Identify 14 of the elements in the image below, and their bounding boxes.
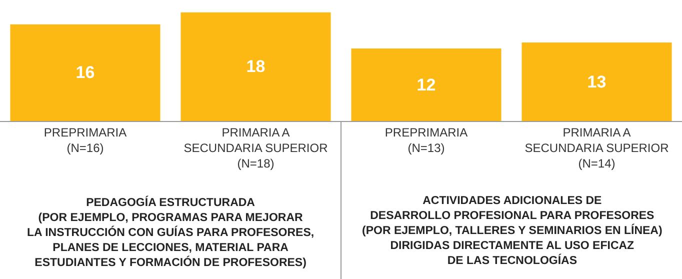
bar xyxy=(10,24,160,121)
data-label: 18 xyxy=(246,57,266,76)
data-label: 12 xyxy=(416,75,436,94)
x-tick-label: PREPRIMARIA (N=16) xyxy=(44,125,127,155)
x-tick-label: PREPRIMARIA (N=13) xyxy=(384,125,468,155)
bar xyxy=(522,42,672,121)
text: PEDAGOGÍA ESTRUCTURADA (POR EJEMPLO, PROGRAMAS PARA MEJORAR LA INSTRUCCIÓN CON GUÍAS PARA PROFESORES, PLANES DE LECCIONES, MATERIAL PARA ESTUDIANTES Y FORMACIÓN DE PROFESORES) xyxy=(27,195,314,269)
x-tick-label: PRIMARIA A SECUNDARIA SUPERIOR (N=14) xyxy=(524,125,670,171)
bar xyxy=(180,12,331,121)
data-label: 13 xyxy=(587,72,606,92)
text: ACTIVIDADES ADICIONALES DE DESARROLLO PROFESIONAL PARA PROFESORES (POR EJEMPLO, TALLERES Y SEMINARIOS EN LÍNEA) DIRIGIDAS DIRECTAMENTE AL USO EFICAZ DE LAS TECNOLOGÍAS xyxy=(362,195,662,267)
bar xyxy=(351,48,502,121)
x-tick-label: PRIMARIA A SECUNDARIA SUPERIOR (N=18) xyxy=(184,125,328,171)
data-label: 16 xyxy=(76,63,95,82)
